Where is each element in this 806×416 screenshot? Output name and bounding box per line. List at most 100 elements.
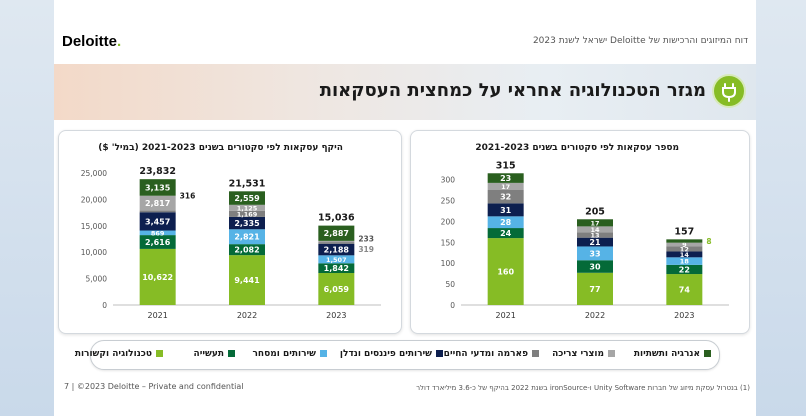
bar-segment bbox=[577, 237, 613, 247]
bar-segment bbox=[487, 173, 524, 183]
data-label: 2,616 bbox=[145, 238, 171, 247]
bar-segment bbox=[487, 238, 524, 305]
bar-segment bbox=[666, 239, 703, 243]
legend-label: פארמה ומדעי החיים bbox=[443, 349, 528, 359]
data-label: 2,082 bbox=[234, 246, 259, 255]
legend-item: פארמה ומדעי החיים bbox=[444, 349, 539, 359]
data-label-outside: 316 bbox=[180, 191, 196, 200]
legend-item: אנרגיה ותשתיות bbox=[634, 349, 711, 359]
bar-segment bbox=[229, 229, 265, 245]
y-tick-label: 50 bbox=[445, 280, 455, 289]
data-label: 77 bbox=[589, 285, 600, 294]
header-note: דוח המיזוגים והרכישות של Deloitte ישראל … bbox=[532, 36, 748, 46]
bar-segment bbox=[229, 255, 265, 305]
total-label: 15,036 bbox=[318, 213, 355, 224]
legend-swatch bbox=[704, 350, 711, 357]
count-chart-title: מספר עסקאות לפי סקטורים בשנים 2021-2023 bbox=[475, 143, 679, 153]
data-label: 12 bbox=[680, 245, 689, 253]
legend-label: שירותים ומסחר bbox=[252, 349, 316, 359]
y-tick-label: 0 bbox=[450, 301, 455, 310]
bar-segment bbox=[318, 255, 355, 264]
legend-swatch bbox=[320, 350, 327, 357]
logo-text: Deloitte bbox=[62, 33, 118, 50]
value-chart-title: היקף עסקאות לפי סקטורים בשנים 2021-2023 … bbox=[98, 143, 343, 153]
plug-icon-glyph bbox=[722, 83, 736, 102]
bar-segment bbox=[487, 228, 524, 239]
y-tick-label: 20,000 bbox=[81, 195, 107, 204]
data-label: 9,441 bbox=[234, 276, 260, 285]
bar-segment bbox=[487, 190, 524, 204]
bar-segment bbox=[487, 216, 524, 229]
count-chart: 0501001502002503001602428313217233152021… bbox=[441, 160, 729, 320]
bar-segment bbox=[666, 274, 703, 305]
legend: אנרגיה ותשתיות מוצרי צריכה פארמה ומדעי החי… bbox=[75, 340, 720, 370]
legend-label: אנרגיה ותשתיות bbox=[633, 349, 700, 359]
data-label: 22 bbox=[679, 265, 690, 274]
footer-confidential: 7 | ©2023 Deloitte – Private and confide… bbox=[64, 382, 244, 391]
bar-segment bbox=[577, 260, 613, 273]
y-tick-label: 10,000 bbox=[81, 248, 107, 257]
data-label: 21 bbox=[589, 238, 601, 247]
data-label: 9 bbox=[682, 241, 687, 249]
y-tick-label: 200 bbox=[441, 217, 456, 226]
x-tick-label: 2021 bbox=[495, 311, 515, 320]
bar-segment bbox=[318, 243, 355, 256]
data-label: 31 bbox=[500, 206, 512, 215]
data-label: 2,188 bbox=[324, 246, 350, 255]
y-tick-label: 250 bbox=[441, 196, 456, 205]
data-label: 17 bbox=[590, 219, 599, 227]
bar-segment bbox=[318, 240, 355, 243]
bar-segment bbox=[318, 263, 355, 274]
legend-item: שירותים ומסחר bbox=[252, 349, 327, 359]
bar-segment bbox=[139, 212, 176, 231]
legend-swatch bbox=[228, 350, 235, 357]
bar-segment bbox=[577, 232, 613, 238]
bar-segment bbox=[577, 219, 613, 227]
data-label-outside: 8 bbox=[706, 237, 711, 246]
data-label: 74 bbox=[679, 286, 691, 295]
x-tick-label: 2022 bbox=[585, 311, 605, 320]
data-label: 2,821 bbox=[234, 233, 260, 242]
data-label: 1,169 bbox=[237, 210, 258, 218]
bar-segment bbox=[318, 242, 355, 244]
bar-segment bbox=[666, 251, 703, 258]
data-label: 32 bbox=[500, 193, 511, 202]
bar-segment bbox=[318, 273, 355, 305]
data-label: 14 bbox=[680, 251, 690, 259]
banner-title: מגזר הטכנולוגיה אחראי על כמחצית העסקאות bbox=[319, 80, 706, 101]
data-label: 1,125 bbox=[237, 204, 258, 212]
data-label: 33 bbox=[589, 249, 600, 258]
data-label: 17 bbox=[501, 183, 510, 191]
legend-swatch bbox=[436, 350, 443, 357]
x-tick-label: 2023 bbox=[674, 311, 694, 320]
bar-segment bbox=[139, 195, 176, 211]
y-tick-label: 5,000 bbox=[86, 275, 108, 284]
footer-note: (1) בנטרול עסקת מיזוג של חברות Unity Sof… bbox=[416, 384, 750, 392]
data-label: 28 bbox=[500, 218, 512, 227]
legend-item: מוצרי צריכה bbox=[552, 349, 615, 359]
bar-segment bbox=[666, 264, 703, 275]
legend-label: תעשייה bbox=[193, 349, 224, 359]
bar-segment bbox=[229, 191, 265, 205]
legend-item: תעשייה bbox=[194, 349, 235, 359]
legend-label: שירותים פיננסים ונדלן bbox=[339, 349, 432, 359]
legend-swatch bbox=[608, 350, 615, 357]
total-label: 21,531 bbox=[229, 178, 266, 189]
data-label: 3,135 bbox=[145, 183, 171, 192]
content-area: Deloitte. דוח המיזוגים והרכישות של Deloi… bbox=[54, 28, 756, 400]
data-label: 13 bbox=[590, 231, 599, 239]
title-banner: מגזר הטכנולוגיה אחראי על כמחצית העסקאות bbox=[54, 64, 756, 120]
total-label: 315 bbox=[496, 160, 516, 171]
data-label: 869 bbox=[151, 229, 165, 237]
legend-swatch bbox=[156, 350, 163, 357]
bar-segment bbox=[229, 210, 265, 217]
data-label: 2,335 bbox=[234, 219, 260, 228]
data-label: 3,457 bbox=[145, 217, 170, 226]
legend-label: טכנולוגיה וקשורות bbox=[74, 349, 152, 359]
value-chart-panel: היקף עסקאות לפי סקטורים בשנים 2021-2023 … bbox=[58, 130, 402, 334]
bar-segment bbox=[666, 242, 703, 247]
data-label: 160 bbox=[497, 268, 514, 277]
data-label-outside: 319 bbox=[358, 245, 374, 254]
legend-label: מוצרי צריכה bbox=[552, 349, 604, 359]
